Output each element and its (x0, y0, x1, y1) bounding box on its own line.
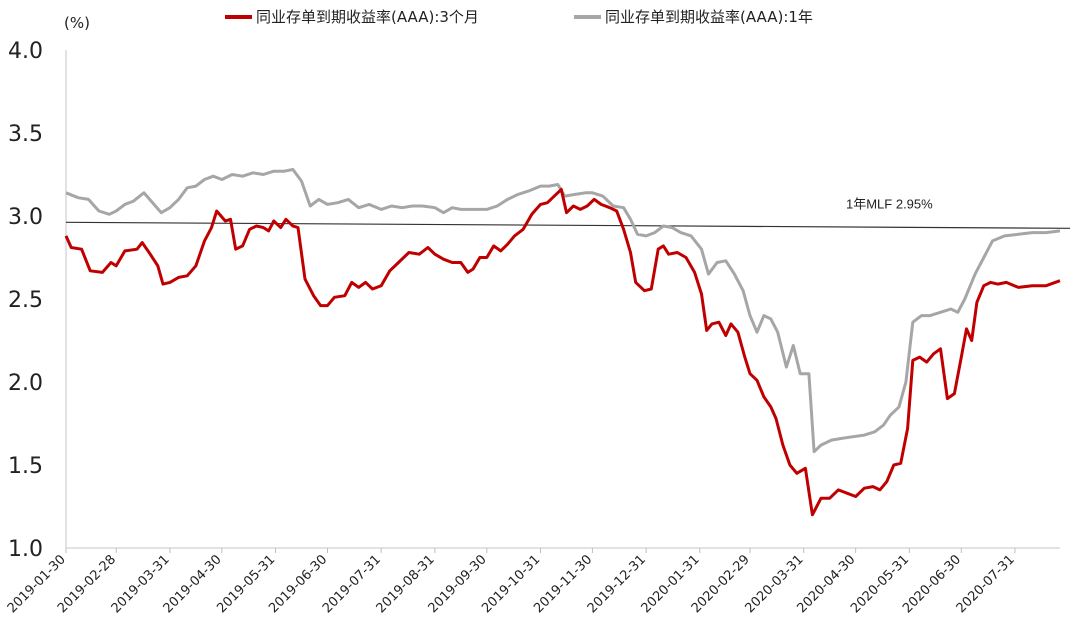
reference-line-group: 1年MLF 2.95% (65, 196, 1071, 229)
series-layer (64, 168, 1061, 517)
x-tick-label: 2020-07-31 (954, 552, 1018, 616)
series-line-3m (64, 187, 1061, 517)
legend-label-1y: 同业存单到期收益率(AAA):1年 (605, 8, 813, 26)
y-tick-label: 1.5 (8, 454, 43, 479)
series-line-1y (65, 168, 1061, 454)
y-axis: 1.0 1.5 2.0 2.5 3.0 3.5 4.0 (8, 39, 67, 562)
legend: 同业存单到期收益率(AAA):3个月 同业存单到期收益率(AAA):1年 (225, 8, 813, 26)
x-axis: 2019-01-302019-02-282019-03-312019-04-30… (5, 547, 1060, 616)
y-unit-label: (%) (64, 14, 90, 32)
y-tick-label: 3.5 (8, 122, 43, 147)
y-tick-label: 2.0 (8, 371, 43, 396)
y-tick-label: 1.0 (8, 537, 43, 562)
mlf-annotation: 1年MLF 2.95% (846, 196, 933, 211)
y-tick-label: 4.0 (8, 39, 43, 64)
y-tick-label: 2.5 (8, 288, 43, 313)
legend-label-3m: 同业存单到期收益率(AAA):3个月 (256, 8, 479, 26)
y-tick-label: 3.0 (8, 205, 43, 230)
mlf-reference-line (65, 221, 1071, 229)
